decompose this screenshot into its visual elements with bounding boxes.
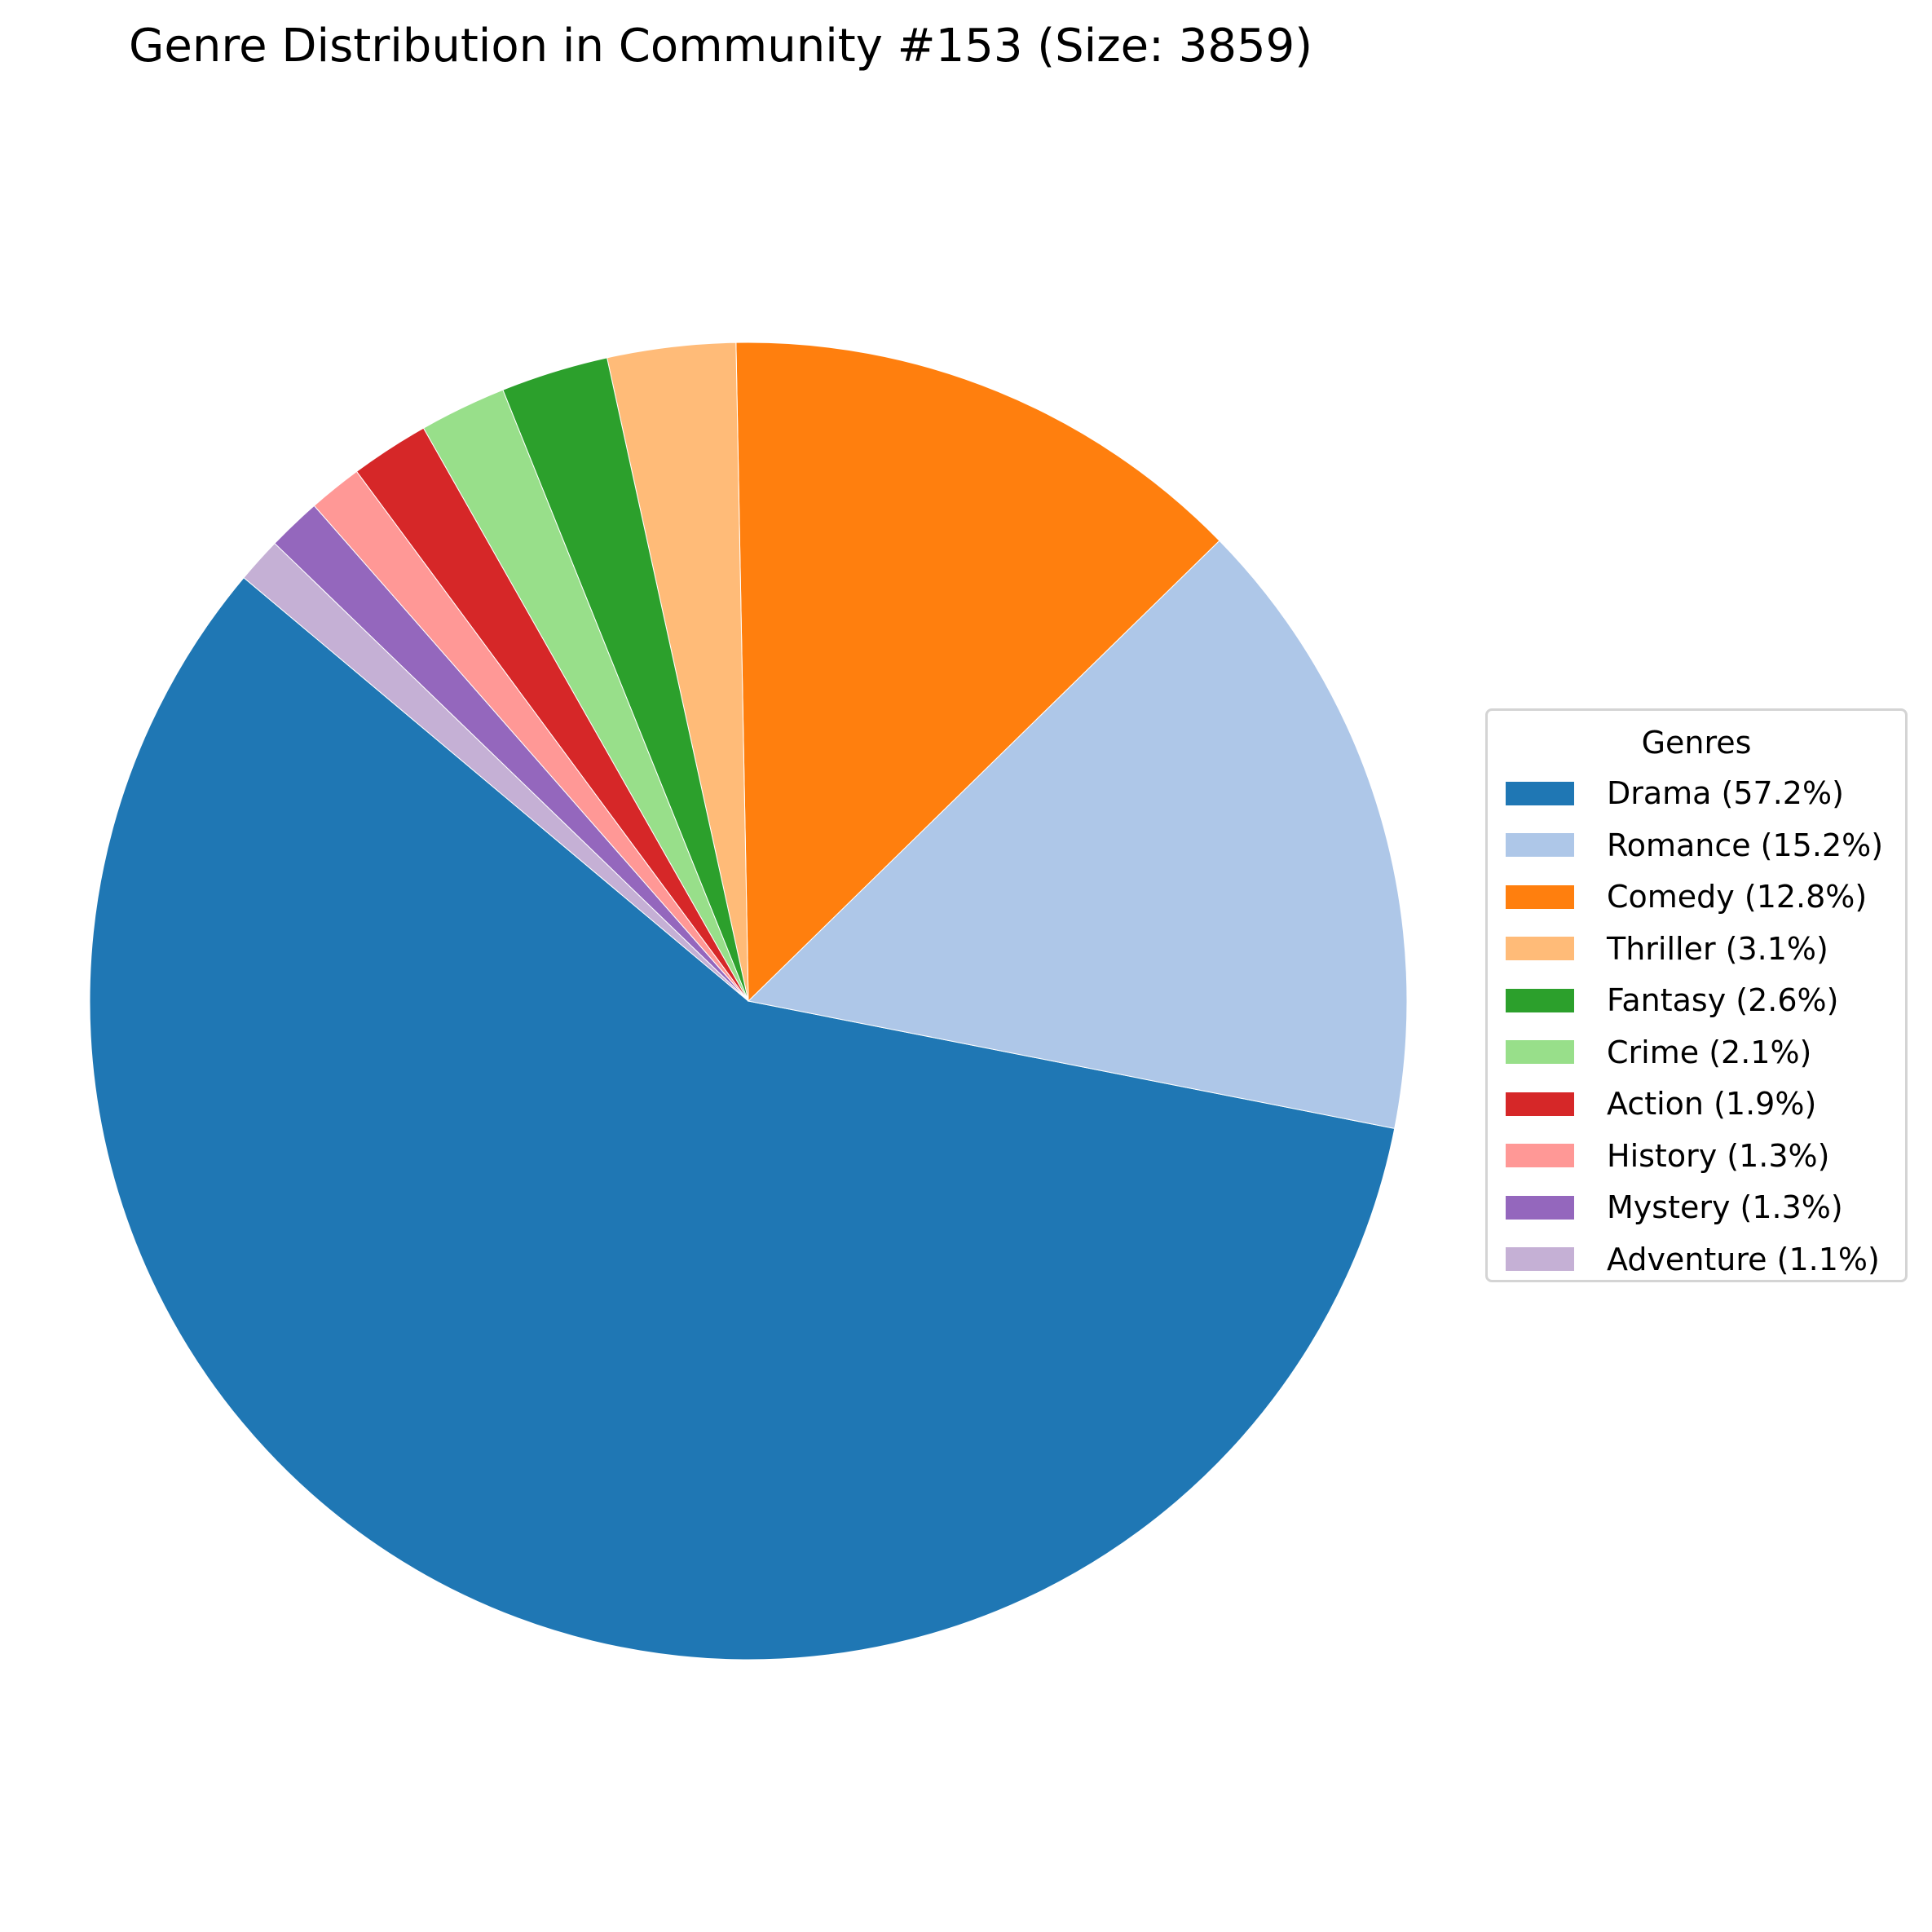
legend: Genres Drama (57.2%) Romance (15.2%) Comed… bbox=[1485, 708, 1908, 1282]
pie-slice-adventure bbox=[243, 542, 749, 1002]
legend-swatch bbox=[1506, 1247, 1574, 1271]
legend-swatch bbox=[1506, 1092, 1574, 1116]
legend-label: Adventure (1.1%) bbox=[1607, 1241, 1880, 1277]
legend-label: Romance (15.2%) bbox=[1607, 827, 1884, 863]
legend-item-comedy: Comedy (12.8%) bbox=[1506, 878, 1867, 915]
legend-label: Fantasy (2.6%) bbox=[1607, 982, 1839, 1018]
legend-swatch bbox=[1506, 833, 1574, 857]
legend-item-thriller: Thriller (3.1%) bbox=[1506, 930, 1828, 968]
legend-swatch bbox=[1506, 1144, 1574, 1167]
legend-item-fantasy: Fantasy (2.6%) bbox=[1506, 981, 1838, 1019]
legend-item-adventure: Adventure (1.1%) bbox=[1506, 1241, 1880, 1278]
legend-swatch bbox=[1506, 781, 1574, 805]
chart-title: Genre Distribution in Community #153 (Si… bbox=[129, 20, 1313, 73]
legend-swatch bbox=[1506, 1040, 1574, 1064]
legend-title: Genres bbox=[1641, 725, 1752, 761]
legend-label: Comedy (12.8%) bbox=[1607, 879, 1868, 915]
pie-slice-comedy bbox=[735, 342, 1220, 1003]
legend-swatch bbox=[1506, 884, 1574, 909]
legend-item-history: History (1.3%) bbox=[1506, 1137, 1829, 1175]
legend-item-action: Action (1.9%) bbox=[1506, 1085, 1816, 1123]
legend-label: Action (1.9%) bbox=[1607, 1086, 1817, 1122]
legend-label: Drama (57.2%) bbox=[1607, 775, 1844, 811]
legend-label: Mystery (1.3%) bbox=[1607, 1189, 1843, 1225]
legend-item-mystery: Mystery (1.3%) bbox=[1506, 1189, 1843, 1226]
legend-label: Thriller (3.1%) bbox=[1607, 930, 1828, 967]
legend-swatch bbox=[1506, 988, 1574, 1012]
legend-swatch bbox=[1506, 937, 1574, 960]
legend-swatch bbox=[1506, 1195, 1574, 1220]
legend-item-crime: Crime (2.1%) bbox=[1506, 1034, 1811, 1071]
pie-slice-drama bbox=[89, 576, 1396, 1661]
legend-item-romance: Romance (15.2%) bbox=[1506, 827, 1883, 864]
pie-slice-romance bbox=[747, 540, 1408, 1129]
legend-label: History (1.3%) bbox=[1607, 1137, 1830, 1174]
legend-item-drama: Drama (57.2%) bbox=[1506, 774, 1844, 812]
legend-label: Crime (2.1%) bbox=[1607, 1034, 1812, 1070]
